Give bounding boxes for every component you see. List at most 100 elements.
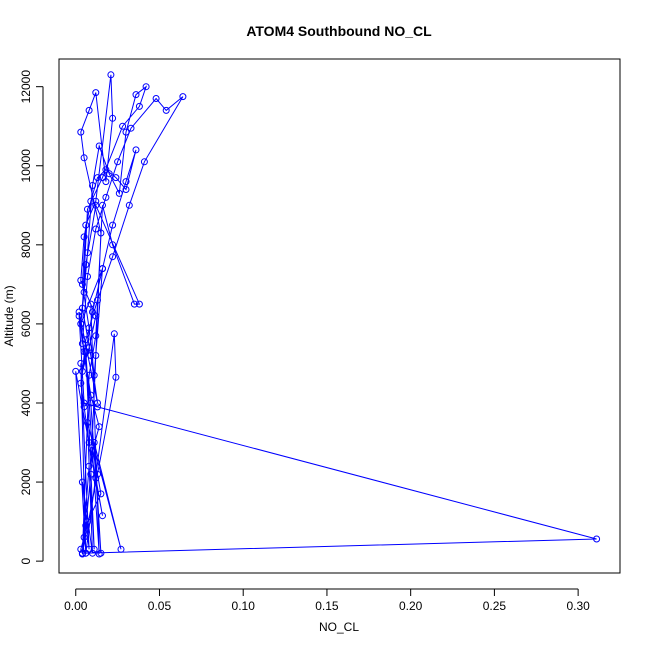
- data-point: [107, 71, 115, 79]
- data-point: [80, 399, 88, 407]
- data-point: [87, 197, 95, 205]
- data-point: [87, 391, 95, 399]
- data-point: [125, 201, 133, 209]
- data-point: [89, 549, 96, 557]
- y-tick-label: 12000: [19, 70, 33, 104]
- data-point: [82, 221, 90, 229]
- data-point: [84, 205, 91, 213]
- data-point: [99, 174, 106, 182]
- data-point: [87, 470, 95, 478]
- data-point: [92, 474, 100, 482]
- x-tick-label: 0.10: [232, 599, 256, 613]
- data-point: [95, 142, 103, 150]
- data-point: [92, 352, 100, 359]
- data-point: [109, 241, 117, 249]
- data-point: [122, 186, 130, 193]
- x-tick-label: 0.00: [64, 599, 88, 613]
- data-point: [80, 154, 88, 162]
- data-point: [132, 91, 140, 99]
- data-point: [72, 367, 80, 375]
- data-point: [92, 197, 100, 205]
- data-point: [102, 166, 110, 174]
- series-line: [75, 74, 597, 555]
- data-point: [82, 348, 90, 356]
- data-point: [92, 225, 100, 233]
- data-point: [112, 174, 120, 182]
- data-point: [94, 403, 101, 411]
- data-point: [97, 490, 105, 498]
- data-point: [77, 128, 85, 136]
- data-point: [84, 273, 91, 280]
- x-tick-label: 0.20: [399, 599, 423, 613]
- data-point: [152, 95, 160, 102]
- data-point: [85, 439, 93, 446]
- data-point: [90, 439, 98, 446]
- data-point: [84, 518, 91, 526]
- data-point: [179, 93, 187, 101]
- data-point: [92, 332, 100, 340]
- data-point: [78, 367, 86, 375]
- y-tick-label: 4000: [19, 389, 33, 416]
- plot-frame: [58, 58, 621, 574]
- data-point: [97, 229, 105, 237]
- data-point: [85, 106, 93, 114]
- data-point: [82, 336, 90, 344]
- data-point: [92, 89, 100, 97]
- data-point: [135, 102, 143, 110]
- data-point: [142, 83, 150, 91]
- y-tick-label: 2000: [19, 468, 33, 495]
- x-tick-label: 0.05: [148, 599, 172, 613]
- data-point: [85, 371, 93, 379]
- data-point: [77, 359, 85, 367]
- y-tick-label: 10000: [19, 149, 33, 183]
- data-point: [114, 158, 122, 166]
- y-tick-label: 6000: [19, 310, 33, 337]
- data-point: [109, 253, 117, 261]
- data-point: [593, 535, 601, 543]
- data-point: [87, 352, 95, 359]
- data-point: [82, 522, 90, 530]
- data-point: [115, 189, 123, 197]
- data-point: [94, 296, 101, 304]
- y-tick-label: 8000: [19, 231, 33, 258]
- data-point: [78, 549, 86, 557]
- y-tick-label: 0: [19, 557, 33, 564]
- data-point: [80, 533, 88, 541]
- data-point: [75, 308, 83, 316]
- data-point: [90, 545, 98, 553]
- data-point: [89, 308, 96, 316]
- y-axis-label: Altitude (m): [2, 285, 16, 346]
- data-point: [122, 128, 130, 136]
- data-point: [85, 324, 93, 332]
- data-point: [90, 371, 98, 379]
- data-point: [94, 174, 101, 182]
- data-point: [132, 146, 140, 154]
- data-point: [78, 340, 86, 348]
- data-point: [80, 288, 88, 296]
- data-point: [82, 549, 90, 557]
- data-point: [85, 462, 93, 470]
- data-point: [102, 193, 110, 201]
- data-point: [102, 178, 110, 186]
- x-tick-label: 0.30: [566, 599, 590, 613]
- data-point: [99, 265, 106, 273]
- x-axis: 0.00 0.05 0.10 0.15 0.20 0.25 0.30: [64, 588, 590, 613]
- data-point: [78, 280, 86, 288]
- data-point: [99, 512, 106, 520]
- data-point: [135, 300, 143, 308]
- data-point: [84, 249, 91, 257]
- data-point: [84, 419, 91, 427]
- data-point: [140, 158, 148, 166]
- data-point: [119, 122, 127, 130]
- data-point: [89, 446, 96, 454]
- data-point: [109, 221, 117, 229]
- data-point: [127, 124, 135, 132]
- data-point: [112, 373, 120, 381]
- data-point: [77, 379, 85, 387]
- data-point: [77, 320, 85, 328]
- data-point: [109, 114, 117, 122]
- data-point: [75, 312, 83, 320]
- data-point: [99, 201, 106, 209]
- chart-title: ATOM4 Southbound NO_CL: [246, 23, 432, 39]
- data-point: [77, 545, 85, 553]
